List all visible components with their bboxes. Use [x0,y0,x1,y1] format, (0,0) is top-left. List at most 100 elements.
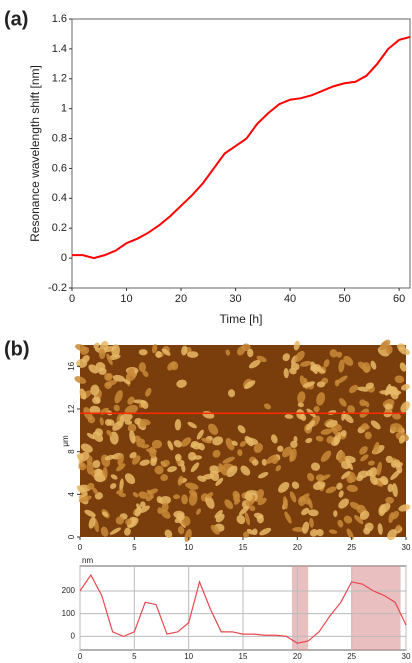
afm-grain [117,453,124,466]
afm-grain [263,403,272,410]
afm-grain [314,366,326,374]
y-tick-label: 0 [71,631,76,640]
afm-grain [329,349,338,358]
afm-grain [177,475,184,486]
afm-grain [369,475,378,486]
afm-grain [114,390,123,404]
afm-grain [231,440,238,446]
afm-grain [129,452,137,459]
afm-grain [196,429,204,440]
afm-grain [333,432,341,446]
panel-label: (b) [4,338,30,360]
afm-grain [105,379,118,387]
y-tick-label: 0 [67,534,76,539]
afm-grain [360,423,369,430]
afm-grain [80,443,93,453]
afm-grain [297,391,306,404]
afm-grain [90,384,100,396]
afm-grain [148,488,159,495]
afm-grain [123,378,131,385]
afm-grain [176,379,187,388]
afm-grain [367,460,375,466]
afm-grain [174,453,182,462]
x-tick-label: 30 [229,293,241,305]
afm-grain [336,375,348,384]
afm-grain [388,512,394,524]
afm-grain [98,348,106,360]
afm-grain [377,523,383,535]
afm-grain [310,361,318,375]
afm-grain [86,432,96,440]
afm-grain [356,474,364,482]
afm-grain [155,350,162,358]
afm-grain [299,375,306,387]
afm-grain [236,514,246,525]
afm-grain [399,362,407,372]
afm-grain [244,491,253,501]
afm-grain [92,431,104,442]
afm-grain [239,441,247,447]
afm-grain [119,413,133,422]
afm-grain [259,527,272,536]
afm-grain [256,514,264,524]
afm-grain [305,420,316,431]
afm-grain [107,419,115,426]
afm-grain [86,461,94,475]
afm-grain [181,494,189,505]
afm-grain [74,376,87,384]
y-tick-label: 1.6 [52,13,67,25]
afm-grain [359,399,367,407]
afm-grain [396,463,403,474]
afm-grain [92,396,101,405]
afm-grain [172,494,181,500]
afm-grain [226,465,238,478]
afm-grain [249,505,256,512]
y-axis-label: nm [82,556,93,565]
data-line [72,35,411,260]
afm-grain [336,482,343,490]
afm-grain [217,466,223,472]
afm-grain [124,527,131,536]
afm-grain [139,459,150,466]
x-tick-label: 30 [402,652,411,661]
afm-grain [185,482,199,490]
afm-grain [335,351,343,358]
afm-grain [310,462,321,471]
afm-grain [347,405,356,414]
afm-grain [212,436,224,446]
afm-grain [330,426,339,436]
afm-grain [346,528,354,540]
afm-grain [161,348,171,356]
afm-grain [252,459,259,466]
afm-grain [299,360,312,367]
afm-grain [398,504,411,512]
afm-grain [187,421,197,429]
afm-grain [341,470,351,480]
afm-grain [237,425,246,434]
afm-grain [244,436,254,447]
afm-grain [167,440,174,451]
x-tick-label: 20 [175,293,187,305]
afm-grain [395,524,401,531]
afm-grain [225,438,235,451]
afm-grain [119,478,124,492]
afm-grain [302,521,310,534]
afm-grain [87,482,95,490]
afm-grain [385,344,393,355]
afm-grain [237,449,243,457]
afm-grain [161,459,170,468]
afm-grain [118,492,127,498]
afm-grain [253,442,263,453]
afm-grain [325,486,337,494]
afm-grain [252,528,258,536]
afm-grain [313,405,320,413]
y-tick-label: 1 [61,103,67,115]
afm-grain [318,474,331,482]
afm-grain [75,344,87,352]
afm-grain [394,375,405,384]
afm-grain [307,497,313,509]
afm-grain [93,473,106,483]
afm-grain [208,423,219,435]
afm-grain [338,498,349,509]
afm-grain [385,455,393,463]
